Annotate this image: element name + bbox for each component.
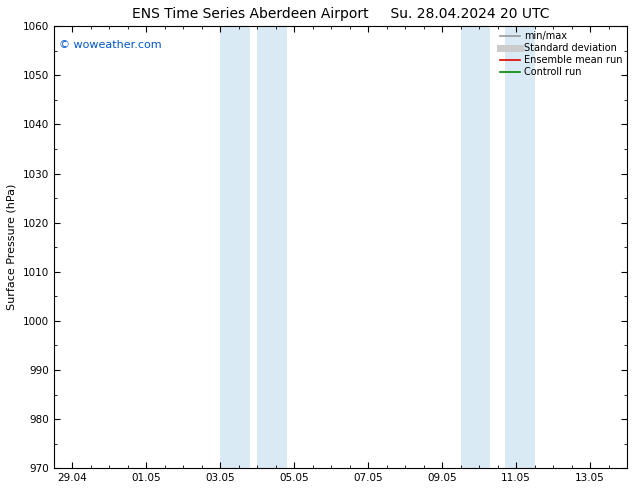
Text: © woweather.com: © woweather.com [60, 40, 162, 49]
Bar [505, 26, 534, 468]
Legend: min/max, Standard deviation, Ensemble mean run, Controll run: min/max, Standard deviation, Ensemble me… [498, 29, 624, 79]
Title: ENS Time Series Aberdeen Airport     Su. 28.04.2024 20 UTC: ENS Time Series Aberdeen Airport Su. 28.… [132, 7, 549, 21]
Bar [257, 26, 287, 468]
Bar [460, 26, 490, 468]
Bar [220, 26, 250, 468]
Y-axis label: Surface Pressure (hPa): Surface Pressure (hPa) [7, 184, 17, 311]
